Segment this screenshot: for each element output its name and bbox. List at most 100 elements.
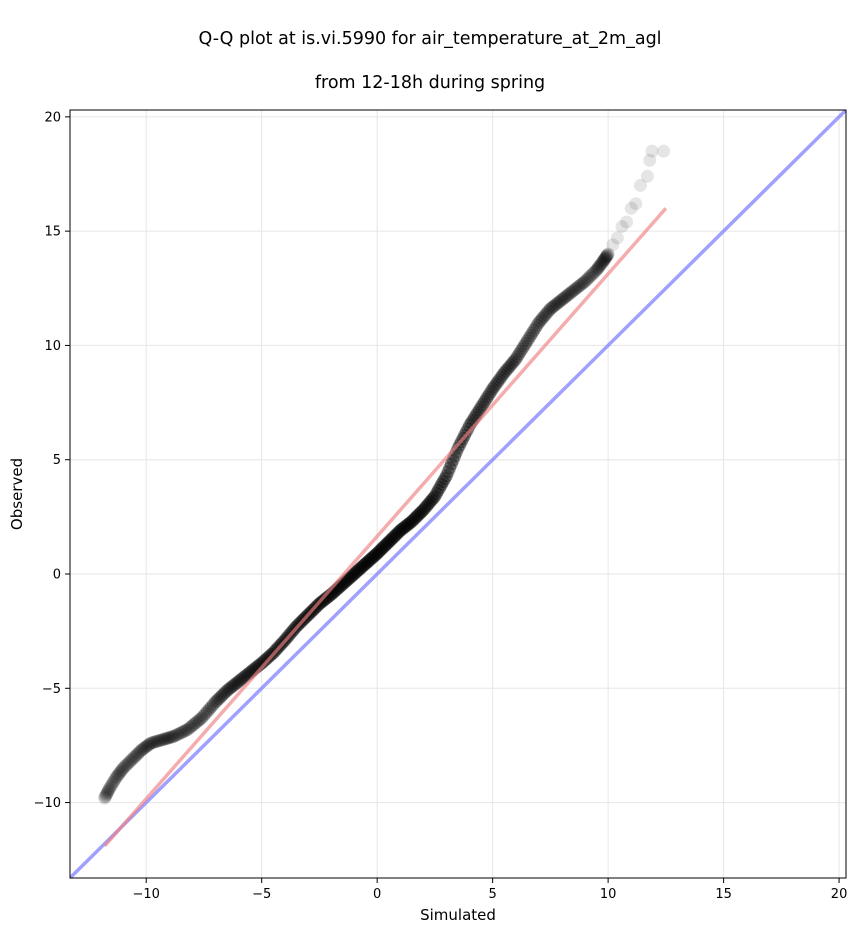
data-point [592, 260, 606, 274]
data-point [393, 524, 407, 538]
y-axis-label: Observed [8, 458, 26, 530]
data-point [152, 734, 166, 748]
data-point [512, 347, 526, 361]
x-tick-label: −10 [132, 887, 159, 902]
y-tick-label: 5 [53, 453, 61, 468]
data-point [222, 682, 236, 696]
data-point [538, 308, 552, 322]
y-tick-label: 0 [53, 568, 61, 583]
data-point [137, 741, 151, 755]
data-point [443, 461, 457, 475]
data-point [127, 751, 141, 765]
data-point [430, 486, 444, 500]
data-point [533, 314, 547, 328]
data-point [535, 312, 549, 326]
x-tick-label: 10 [600, 887, 617, 902]
data-point [387, 530, 401, 544]
data-point [340, 573, 354, 587]
data-point [360, 555, 374, 569]
data-point [487, 380, 501, 394]
data-point [225, 680, 239, 694]
data-point [203, 702, 217, 716]
data-point [119, 759, 133, 773]
tail-point [645, 144, 659, 158]
data-point [441, 465, 455, 479]
data-point [504, 358, 518, 372]
data-point [173, 726, 187, 740]
data-point [550, 297, 564, 311]
data-point [489, 377, 503, 391]
data-point [600, 248, 614, 262]
data-point [154, 733, 168, 747]
data-point [228, 677, 242, 691]
identity-line [70, 110, 846, 878]
data-point [108, 772, 122, 786]
data-point [212, 692, 226, 706]
data-point [413, 506, 427, 520]
data-point [345, 568, 359, 582]
data-point [260, 652, 274, 666]
data-point [107, 774, 121, 788]
data-point [408, 511, 422, 525]
tail-point [629, 197, 643, 211]
data-point [562, 287, 576, 301]
data-point [105, 777, 119, 791]
tail-point [624, 201, 638, 215]
data-point [375, 542, 389, 556]
axes: −10 −5 0 5 10 15 20 −10 −5 0 5 10 15 20 [34, 110, 848, 902]
data-point [165, 730, 179, 744]
data-point [537, 310, 551, 324]
data-point [354, 561, 368, 575]
data-point [474, 400, 488, 414]
data-point [431, 483, 445, 497]
data-point [191, 714, 205, 728]
data-point [100, 786, 114, 800]
data-point [102, 783, 116, 797]
data-point [402, 517, 416, 531]
data-point [580, 273, 594, 287]
data-point [505, 356, 519, 370]
data-point [515, 342, 529, 356]
data-point [106, 775, 120, 789]
y-tick-label: −5 [42, 682, 61, 697]
data-point [507, 354, 521, 368]
plot-frame [69, 109, 847, 879]
y-tick-label: 20 [44, 110, 61, 125]
tail-point [633, 178, 647, 192]
data-point [400, 518, 414, 532]
data-point [436, 475, 450, 489]
data-point [418, 501, 432, 515]
data-point [522, 331, 536, 345]
data-point [197, 709, 211, 723]
data-point [359, 557, 373, 571]
data-point [100, 787, 114, 801]
data-point [357, 558, 371, 572]
data-point [548, 298, 562, 312]
data-point [527, 323, 541, 337]
data-point [372, 545, 386, 559]
data-point [223, 681, 237, 695]
data-point [159, 732, 173, 746]
data-point [540, 306, 554, 320]
data-point [420, 499, 434, 513]
data-point [520, 334, 534, 348]
data-point [560, 289, 574, 303]
data-point [349, 566, 363, 580]
data-point [377, 540, 391, 554]
data-point [575, 277, 589, 291]
data-point [406, 513, 420, 527]
data-point [145, 736, 159, 750]
data-point [99, 788, 113, 802]
data-point [185, 719, 199, 733]
data-point [319, 591, 333, 605]
data-point [120, 757, 134, 771]
data-point [207, 697, 221, 711]
data-point [141, 738, 155, 752]
x-tick-label: 5 [489, 887, 497, 902]
data-point [597, 253, 611, 267]
data-point [581, 271, 595, 285]
data-point [116, 761, 130, 775]
data-point [497, 366, 511, 380]
data-point [593, 259, 607, 273]
